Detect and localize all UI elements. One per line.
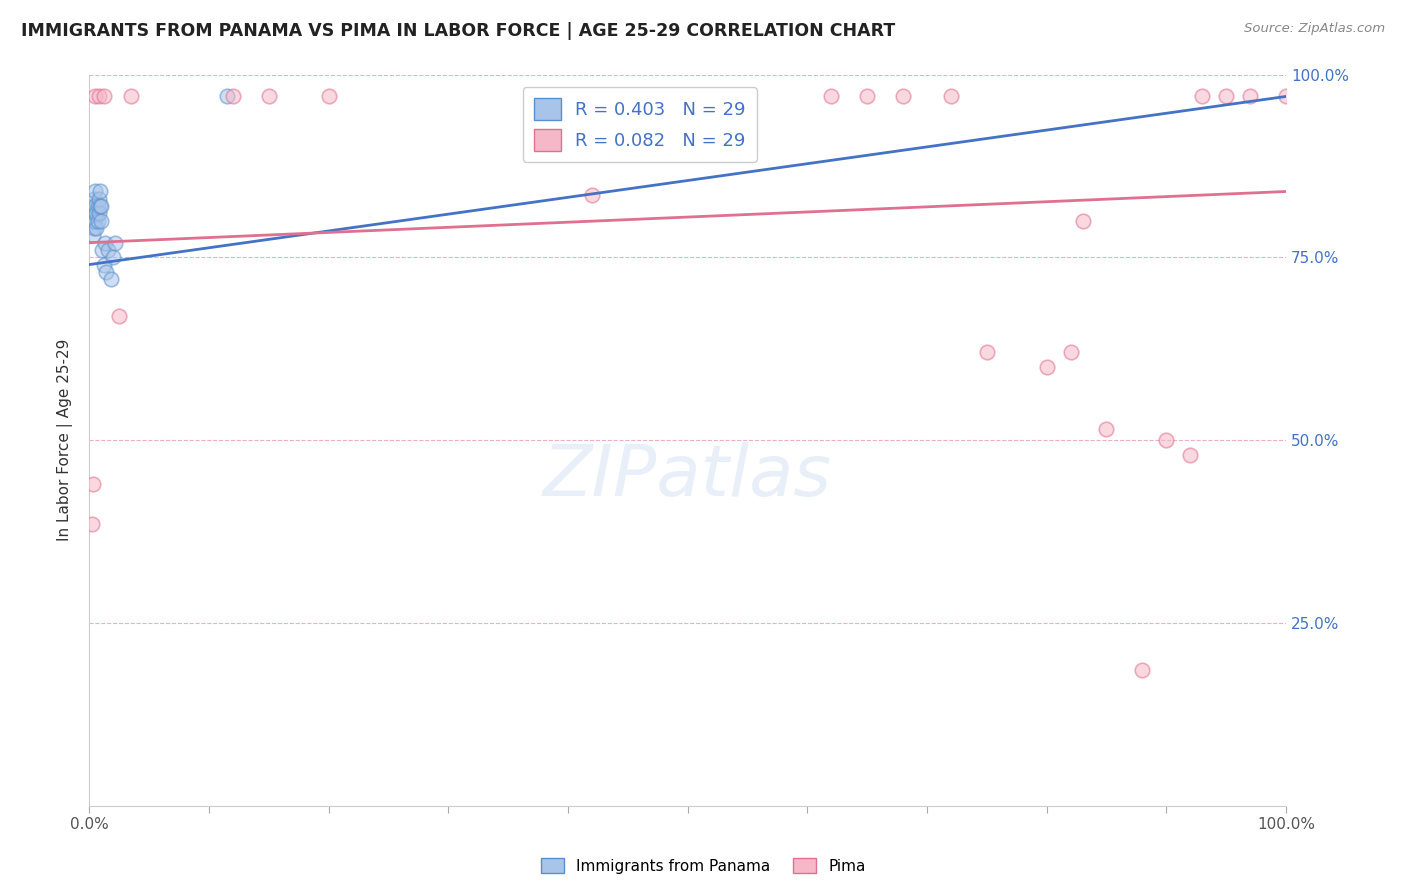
Point (1239, 89, 1261, 103)
Point (104, 235, 127, 250)
Point (84, 185, 107, 199)
Point (86, 221, 108, 235)
Point (97, 243, 120, 257)
Point (820, 89, 842, 103)
Point (1035, 359, 1057, 374)
Point (84, 199, 107, 213)
Point (1071, 213, 1094, 227)
Point (1095, 422, 1118, 436)
Point (1059, 345, 1081, 359)
Point (91, 243, 114, 257)
Point (856, 89, 879, 103)
Point (1156, 433, 1178, 447)
Point (581, 188, 603, 202)
Point (976, 345, 998, 359)
Point (215, 89, 238, 103)
Point (108, 309, 131, 323)
Point (89, 185, 111, 199)
Point (1191, 89, 1213, 103)
Point (84, 213, 107, 227)
Point (1180, 448, 1202, 462)
Point (86, 199, 108, 213)
Point (82, 228, 104, 243)
Point (82, 213, 104, 227)
Text: IMMIGRANTS FROM PANAMA VS PIMA IN LABOR FORCE | AGE 25-29 CORRELATION CHART: IMMIGRANTS FROM PANAMA VS PIMA IN LABOR … (21, 22, 896, 40)
Point (100, 272, 122, 286)
Legend: Immigrants from Panama, Pima: Immigrants from Panama, Pima (534, 852, 872, 880)
Point (94, 265, 117, 279)
Point (90, 199, 112, 213)
Point (93, 89, 115, 103)
Text: Source: ZipAtlas.com: Source: ZipAtlas.com (1244, 22, 1385, 36)
Point (1130, 664, 1153, 678)
Point (1275, 89, 1298, 103)
Point (86, 206, 108, 220)
Point (83, 221, 105, 235)
Point (891, 89, 914, 103)
Point (257, 89, 280, 103)
Point (533, 89, 555, 103)
Point (87, 192, 110, 206)
Point (80, 517, 103, 532)
Point (737, 89, 759, 103)
Point (82, 199, 104, 213)
Point (83, 192, 105, 206)
Legend: R = 0.403   N = 29, R = 0.082   N = 29: R = 0.403 N = 29, R = 0.082 N = 29 (523, 87, 756, 162)
Point (101, 250, 124, 264)
Point (93, 258, 115, 272)
Point (222, 89, 245, 103)
Point (318, 89, 340, 103)
Point (82, 477, 104, 491)
Point (83, 213, 105, 227)
Point (939, 89, 962, 103)
Point (87, 89, 110, 103)
Point (1215, 89, 1237, 103)
Point (83, 206, 105, 220)
Text: ZIPatlas: ZIPatlas (543, 442, 832, 511)
Point (87, 206, 110, 220)
Point (84, 89, 107, 103)
Point (120, 89, 142, 103)
Point (86, 213, 108, 227)
Point (89, 199, 111, 213)
Y-axis label: In Labor Force | Age 25-29: In Labor Force | Age 25-29 (58, 339, 73, 541)
Point (90, 213, 112, 227)
Point (93, 235, 115, 250)
